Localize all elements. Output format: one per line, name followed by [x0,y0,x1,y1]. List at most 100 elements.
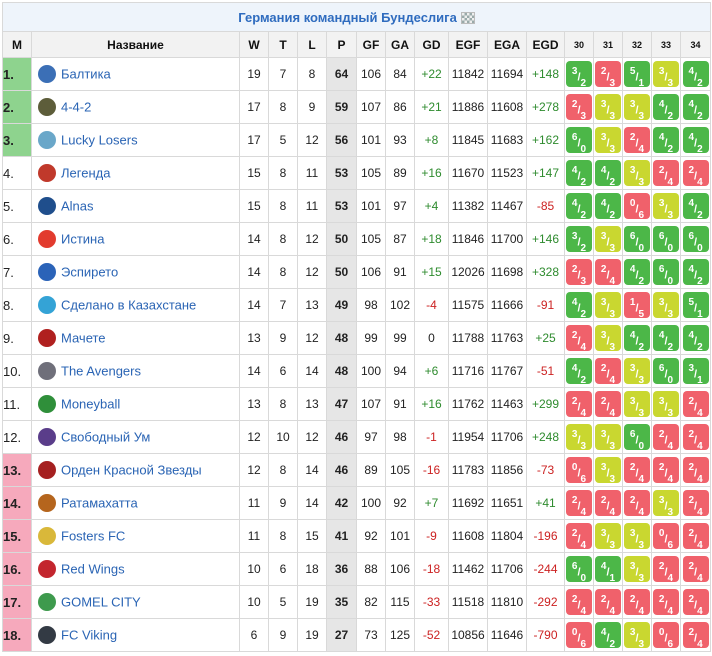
result-badge[interactable]: 2/4 [682,523,709,551]
result-badge[interactable]: 3/3 [595,457,621,485]
result-badge[interactable]: 2/4 [566,391,592,419]
result-badge[interactable]: 2/4 [682,622,709,650]
result-badge[interactable]: 2/4 [682,391,709,419]
result-badge[interactable]: 4/2 [624,259,650,287]
result-badge[interactable]: 3/3 [653,61,679,89]
result-badge[interactable]: 4/2 [682,94,709,122]
team-name-link[interactable]: Alnas [61,198,94,214]
result-badge[interactable]: 2/4 [682,556,709,584]
result-badge[interactable]: 4/2 [653,94,679,122]
result-badge[interactable]: 2/4 [624,589,650,617]
col-header-round-30[interactable]: 30 [564,31,594,58]
result-badge[interactable]: 2/4 [624,127,650,155]
result-badge[interactable]: 6/0 [653,259,679,287]
result-badge[interactable]: 3/3 [653,391,679,419]
team-name-link[interactable]: Истина [61,231,105,247]
result-badge[interactable]: 4/2 [566,292,592,320]
result-badge[interactable]: 4/2 [653,325,679,353]
team-name-link[interactable]: Ратамахатта [61,495,138,511]
result-badge[interactable]: 3/2 [566,61,592,89]
result-badge[interactable]: 2/4 [595,589,621,617]
result-badge[interactable]: 1/5 [624,292,650,320]
team-name-link[interactable]: Эспирето [61,264,119,280]
team-name-link[interactable]: Орден Красной Звезды [61,462,202,478]
col-header-l[interactable]: L [297,31,327,58]
result-badge[interactable]: 0/6 [566,457,592,485]
result-badge[interactable]: 4/2 [595,160,621,188]
result-badge[interactable]: 3/3 [595,226,621,254]
result-badge[interactable]: 4/2 [595,193,621,221]
result-badge[interactable]: 2/3 [595,61,621,89]
team-name-link[interactable]: Fosters FC [61,528,126,544]
col-header-p[interactable]: P [326,31,357,58]
result-badge[interactable]: 6/0 [624,424,650,452]
result-badge[interactable]: 4/2 [682,325,709,353]
col-header-egd[interactable]: EGD [526,31,565,58]
result-badge[interactable]: 2/4 [682,490,709,518]
col-header-name[interactable]: Название [31,31,240,58]
result-badge[interactable]: 3/3 [624,160,650,188]
result-badge[interactable]: 6/0 [624,226,650,254]
result-badge[interactable]: 2/4 [653,160,679,188]
result-badge[interactable]: 2/4 [653,424,679,452]
result-badge[interactable]: 3/3 [566,424,592,452]
result-badge[interactable]: 3/3 [595,94,621,122]
team-name-link[interactable]: Moneyball [61,396,121,412]
result-badge[interactable]: 2/4 [566,589,592,617]
result-badge[interactable]: 2/4 [682,160,709,188]
team-name-link[interactable]: Свободный Ум [61,429,151,445]
result-badge[interactable]: 0/6 [653,523,679,551]
result-badge[interactable]: 0/6 [653,622,679,650]
result-badge[interactable]: 2/4 [595,358,621,386]
result-badge[interactable]: 0/6 [566,622,592,650]
result-badge[interactable]: 3/3 [624,523,650,551]
result-badge[interactable]: 6/0 [566,556,592,584]
result-badge[interactable]: 4/2 [566,160,592,188]
col-header-t[interactable]: T [268,31,298,58]
result-badge[interactable]: 2/4 [653,589,679,617]
result-badge[interactable]: 6/0 [682,226,709,254]
result-badge[interactable]: 3/3 [624,556,650,584]
result-badge[interactable]: 2/4 [566,325,592,353]
result-badge[interactable]: 3/3 [653,292,679,320]
result-badge[interactable]: 2/4 [624,457,650,485]
result-badge[interactable]: 4/2 [682,127,709,155]
result-badge[interactable]: 3/3 [624,391,650,419]
team-name-link[interactable]: FC Viking [61,627,118,643]
team-name-link[interactable]: Lucky Losers [61,132,138,148]
result-badge[interactable]: 3/2 [566,226,592,254]
result-badge[interactable]: 4/2 [566,358,592,386]
team-name-link[interactable]: Мачете [61,330,106,346]
team-name-link[interactable]: Легенда [61,165,111,181]
result-badge[interactable]: 3/3 [595,325,621,353]
result-badge[interactable]: 4/2 [566,193,592,221]
result-badge[interactable]: 2/4 [682,457,709,485]
col-header-m[interactable]: M [2,31,32,58]
result-badge[interactable]: 2/4 [595,259,621,287]
result-badge[interactable]: 2/4 [566,490,592,518]
result-badge[interactable]: 3/1 [682,358,709,386]
result-badge[interactable]: 6/0 [653,226,679,254]
result-badge[interactable]: 3/3 [595,523,621,551]
result-badge[interactable]: 2/4 [595,391,621,419]
result-badge[interactable]: 4/2 [624,325,650,353]
col-header-round-31[interactable]: 31 [593,31,623,58]
result-badge[interactable]: 4/2 [682,61,709,89]
result-badge[interactable]: 4/2 [595,622,621,650]
col-header-ega[interactable]: EGA [487,31,527,58]
result-badge[interactable]: 3/3 [595,424,621,452]
result-badge[interactable]: 3/3 [595,292,621,320]
result-badge[interactable]: 3/3 [624,622,650,650]
team-name-link[interactable]: 4-4-2 [61,99,92,115]
result-badge[interactable]: 5/1 [682,292,709,320]
result-badge[interactable]: 2/4 [595,490,621,518]
result-badge[interactable]: 4/2 [653,127,679,155]
result-badge[interactable]: 3/3 [653,193,679,221]
col-header-w[interactable]: W [239,31,269,58]
col-header-ga[interactable]: GA [385,31,415,58]
result-badge[interactable]: 2/3 [566,259,592,287]
col-header-round-33[interactable]: 33 [651,31,681,58]
team-name-link[interactable]: Балтика [61,66,111,82]
result-badge[interactable]: 2/3 [566,94,592,122]
result-badge[interactable]: 2/4 [682,424,709,452]
